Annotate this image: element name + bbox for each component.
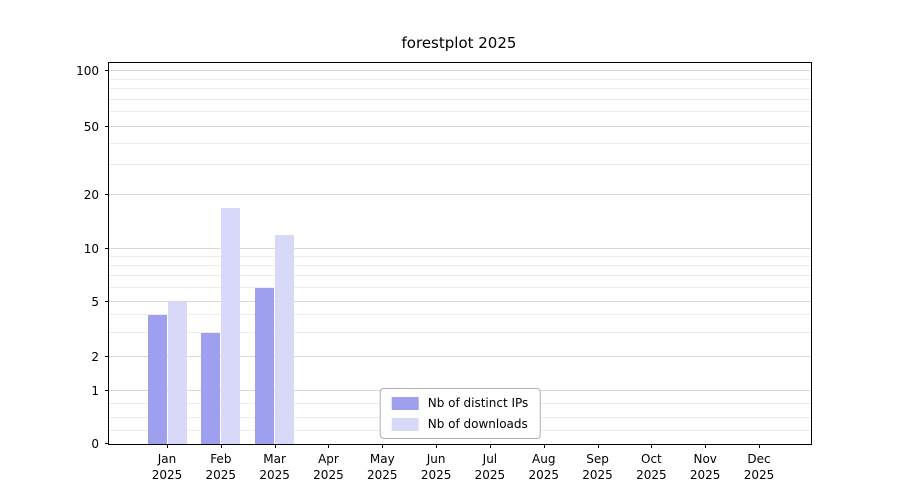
bar-distinct-ips xyxy=(147,315,167,444)
bar-downloads xyxy=(275,234,295,444)
x-tick-label: Jan 2025 xyxy=(151,452,183,482)
x-tick-label: Dec 2025 xyxy=(743,452,775,482)
gridline-major xyxy=(109,248,811,249)
x-tick-mark xyxy=(274,444,276,448)
gridline-minor xyxy=(109,256,811,258)
x-tick-mark xyxy=(597,444,599,448)
y-tick-mark xyxy=(105,356,109,357)
plot-area: 0 1 2 5 10 20 50 100 Jan 2025 Feb 2025 Mar 2025 Apr 20… xyxy=(76,62,812,482)
y-tick-mark xyxy=(105,301,109,302)
gridline-minor xyxy=(109,163,811,165)
y-tick-mark xyxy=(105,194,109,195)
y-axis: 0 1 2 5 10 20 50 100 xyxy=(76,63,811,451)
y-tick-label: 2 xyxy=(91,350,99,364)
bars-layer xyxy=(109,63,811,444)
bar-distinct-ips xyxy=(255,288,275,444)
y-tick-mark xyxy=(105,248,109,249)
x-tick-label: Feb 2025 xyxy=(205,452,237,482)
y-tick-label: 100 xyxy=(76,64,99,78)
legend-swatch-downloads xyxy=(391,417,419,431)
x-tick-mark xyxy=(328,444,330,448)
chart-title: forestplot 2025 xyxy=(401,34,517,52)
x-tick-mark xyxy=(651,444,653,448)
x-tick-mark xyxy=(543,444,545,448)
y-tick-mark xyxy=(105,443,109,444)
legend: Nb of distinct IPs Nb of downloads xyxy=(379,388,541,439)
bar-distinct-ips xyxy=(201,332,221,444)
legend-swatch-distinct-ips xyxy=(391,396,419,410)
gridline-major xyxy=(109,301,811,302)
x-tick-mark xyxy=(167,444,168,448)
legend-label-distinct-ips: Nb of distinct IPs xyxy=(427,396,529,410)
y-tick-label: 1 xyxy=(91,384,99,398)
y-tick-mark xyxy=(105,390,109,391)
gridline-major xyxy=(109,194,811,195)
legend-item: Nb of distinct IPs xyxy=(391,396,529,410)
x-tick-label: Sep 2025 xyxy=(582,452,613,482)
x-tick-mark xyxy=(436,444,438,448)
y-tick-label: 0 xyxy=(91,437,99,451)
x-axis: Jan 2025 Feb 2025 Mar 2025 Apr 2025 May 2025 Jun 20… xyxy=(109,63,811,482)
gridline-minor xyxy=(109,78,811,80)
y-tick-mark xyxy=(105,126,109,127)
y-tick-label: 20 xyxy=(83,188,99,202)
x-tick-mark xyxy=(382,444,384,448)
y-tick-label: 5 xyxy=(91,295,99,309)
x-tick-label: Nov 2025 xyxy=(689,452,721,482)
legend-label-downloads: Nb of downloads xyxy=(427,417,528,431)
gridline-major xyxy=(109,70,811,71)
x-tick-label: Oct 2025 xyxy=(636,452,667,482)
gridline-minor xyxy=(109,287,811,289)
x-tick-mark xyxy=(489,444,491,448)
y-tick-mark xyxy=(105,70,109,71)
x-tick-label: Aug 2025 xyxy=(528,452,559,482)
gridline-minor xyxy=(109,88,811,90)
gridline-minor xyxy=(109,265,811,267)
y-tick-label: 50 xyxy=(83,120,99,134)
gridline-major xyxy=(109,126,811,127)
bar-downloads xyxy=(221,207,241,444)
x-tick-mark xyxy=(705,444,707,448)
gridline-minor xyxy=(109,331,811,333)
legend-item: Nb of downloads xyxy=(391,417,529,431)
gridline-minor xyxy=(109,111,811,113)
gridline-minor xyxy=(109,314,811,316)
y-tick-label: 10 xyxy=(83,242,99,256)
gridline-minor xyxy=(109,275,811,277)
gridline-minor xyxy=(109,142,811,144)
x-tick-label: Jun 2025 xyxy=(420,452,452,482)
x-tick-label: Jul 2025 xyxy=(474,452,506,482)
bar-downloads xyxy=(167,302,187,444)
x-tick-mark xyxy=(759,444,761,448)
x-tick-mark xyxy=(220,444,222,448)
gridline-minor xyxy=(109,98,811,100)
x-tick-label: Apr 2025 xyxy=(313,452,344,482)
gridline-major xyxy=(109,356,811,357)
x-tick-label: Mar 2025 xyxy=(259,452,290,482)
x-tick-label: May 2025 xyxy=(366,452,398,482)
